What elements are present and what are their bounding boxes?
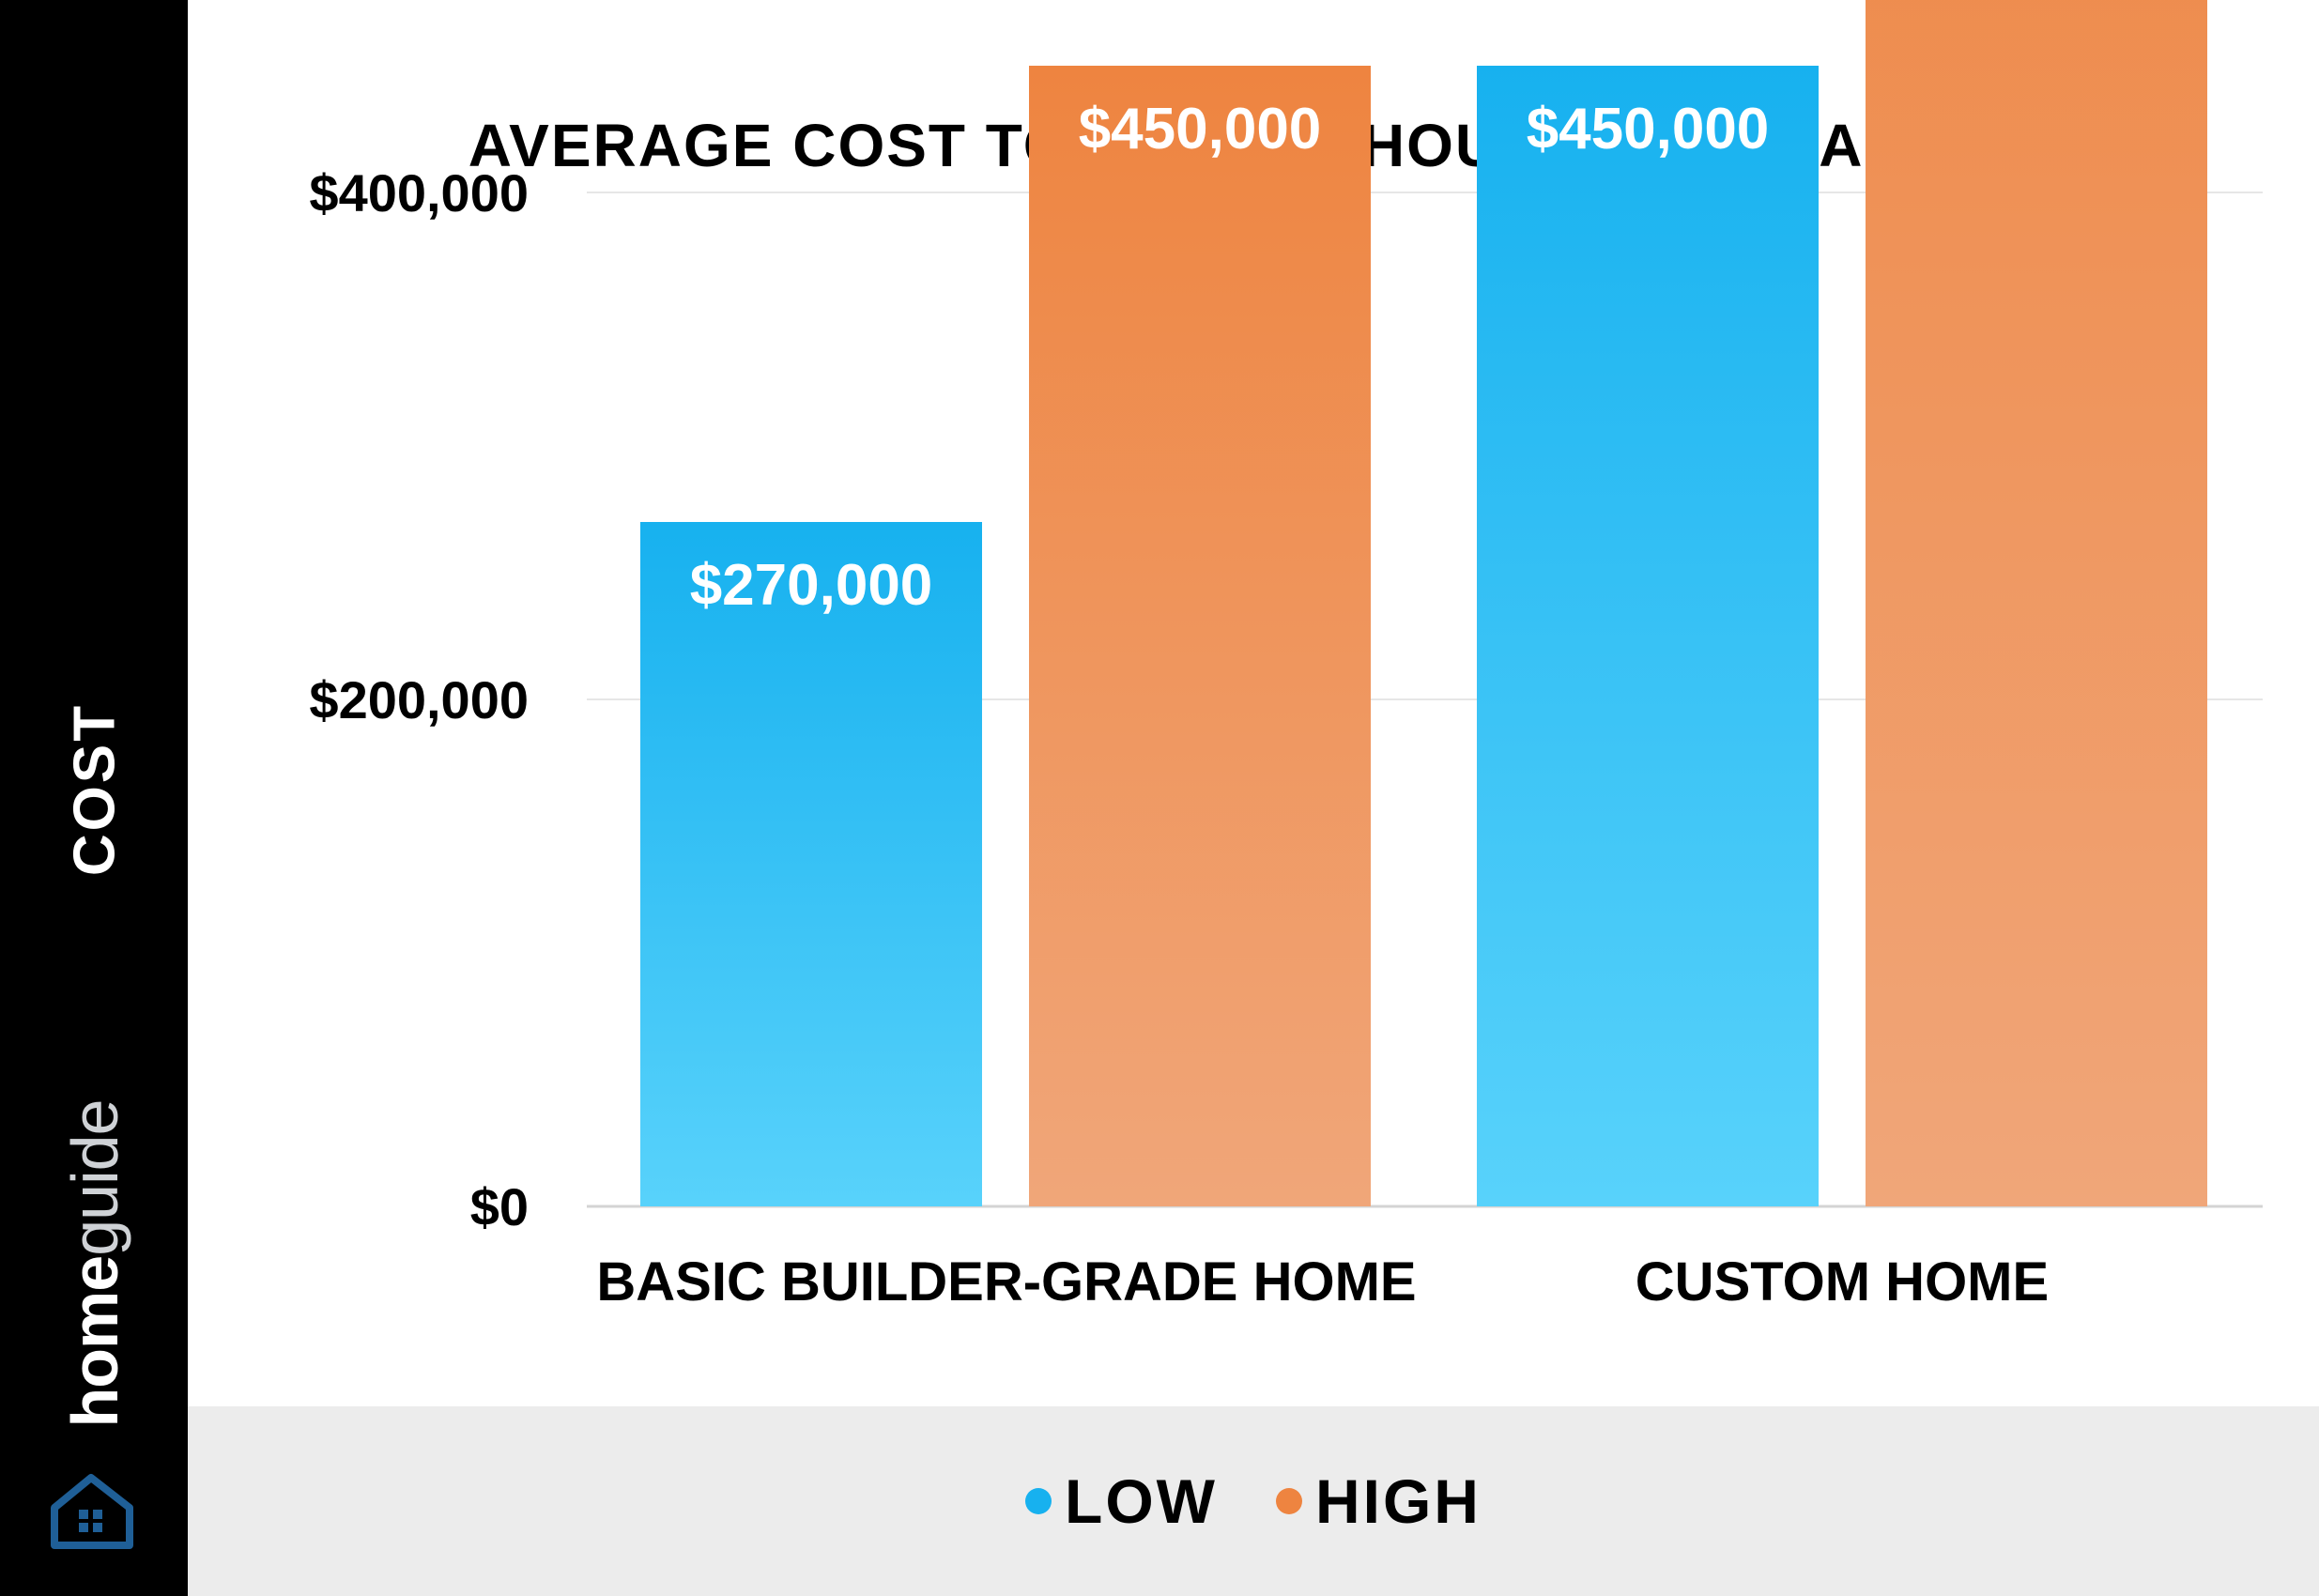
data-label: $450,000 [1527, 97, 1770, 161]
data-label: $450,000 [1079, 97, 1322, 161]
bar-low [1477, 66, 1819, 1206]
house-logo-icon [51, 1474, 133, 1549]
y-tick-label: $0 [470, 1177, 529, 1236]
bar-chart: $0$200,000$400,000$600,000 $270,000$450,… [309, 0, 2263, 1312]
legend-label-low: LOW [1065, 1466, 1218, 1536]
y-tick-label: $400,000 [309, 163, 529, 223]
bar-high [1029, 66, 1371, 1206]
legend-item-high: HIGH [1275, 1466, 1482, 1537]
y-tick-label: $200,000 [309, 670, 529, 729]
legend-item-low: LOW [1025, 1466, 1218, 1537]
legend-dot-icon [1025, 1488, 1052, 1514]
category-label: BASIC BUILDER-GRADE HOME [596, 1251, 1416, 1312]
legend-label-high: HIGH [1314, 1466, 1482, 1536]
y-axis-ticks: $0$200,000$400,000$600,000 [309, 163, 529, 1236]
legend: LOW HIGH [188, 1406, 2319, 1596]
bars [640, 0, 2207, 1206]
data-label: $270,000 [690, 553, 933, 618]
legend-band: LOW HIGH [188, 1406, 2319, 1596]
data-labels: $270,000$450,000$450,000$650,000 [690, 97, 1770, 618]
category-label: CUSTOM HOME [1636, 1251, 2049, 1312]
x-axis-categories: BASIC BUILDER-GRADE HOME CUSTOM HOME [596, 1251, 2049, 1312]
sidebar: COST homeguide [0, 0, 188, 1596]
bar-low [640, 522, 982, 1206]
legend-dot-icon [1275, 1488, 1302, 1514]
bar-high [1866, 0, 2207, 1206]
